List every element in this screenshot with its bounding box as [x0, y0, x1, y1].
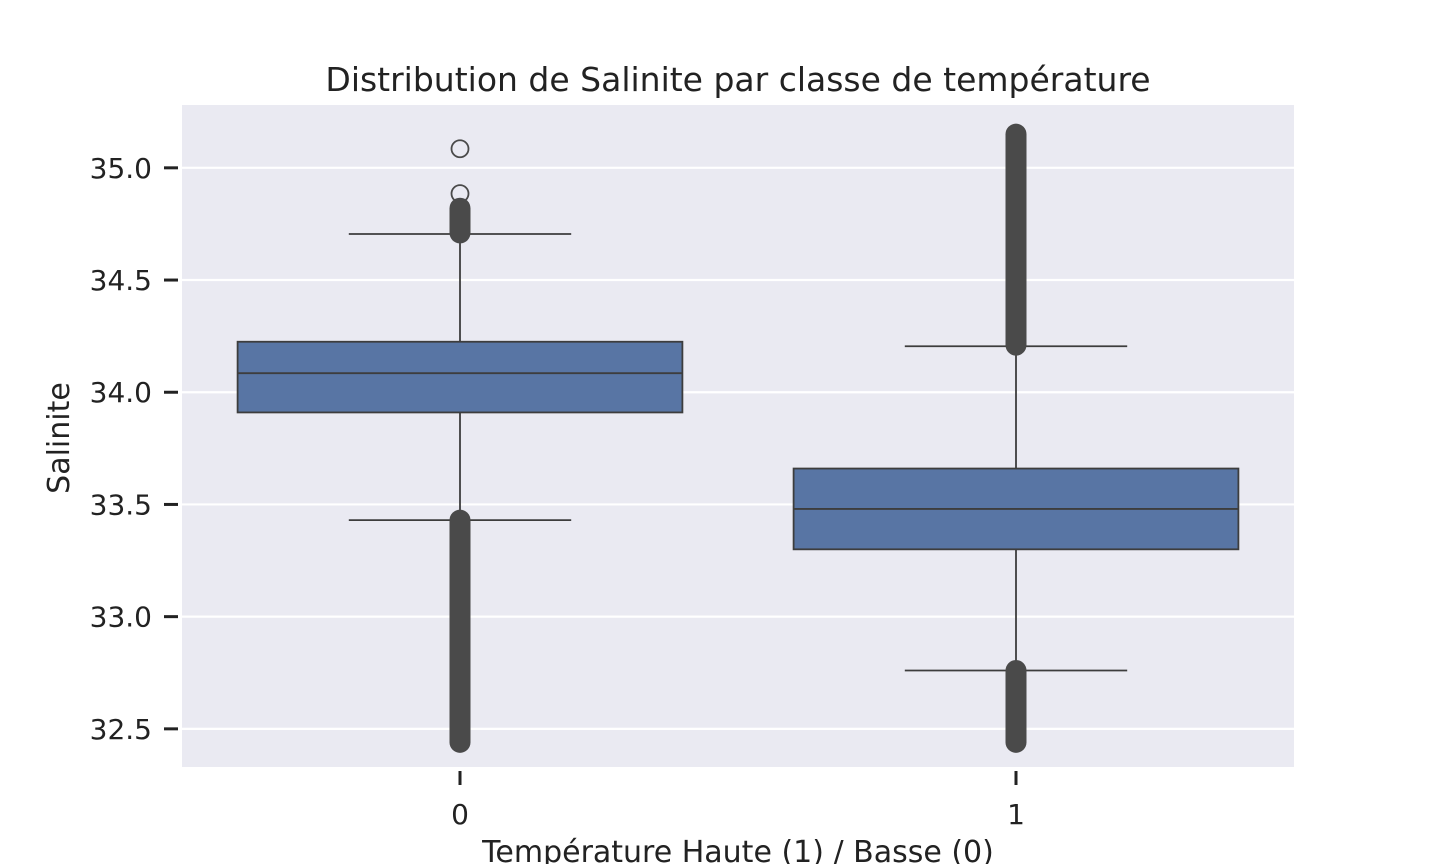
- outlier-point: [450, 139, 470, 159]
- y-tick-label: 34.0: [90, 376, 152, 409]
- y-axis-ticks: 32.5 33.0 33.5 34.0 34.5 35.0: [90, 152, 178, 746]
- y-axis-label: Salinite: [42, 382, 77, 494]
- x-axis-label: Température Haute (1) / Basse (0): [481, 835, 994, 864]
- box-group-1: [792, 123, 1240, 753]
- x-tick-label: 0: [451, 798, 469, 831]
- y-tick-label: 35.0: [90, 152, 152, 185]
- iqr-box: [236, 340, 684, 414]
- plot-background: [182, 105, 1294, 767]
- chart-title: Distribution de Salinite par classe de t…: [325, 60, 1150, 99]
- y-tick-label: 34.5: [90, 264, 152, 297]
- y-tick-label: 32.5: [90, 713, 152, 746]
- x-tick-label: 1: [1007, 798, 1025, 831]
- boxes: [236, 123, 1240, 753]
- y-tick-label: 33.5: [90, 488, 152, 521]
- outlier-point: [450, 184, 470, 204]
- box-group-0: [236, 139, 684, 753]
- y-tick-label: 33.0: [90, 601, 152, 634]
